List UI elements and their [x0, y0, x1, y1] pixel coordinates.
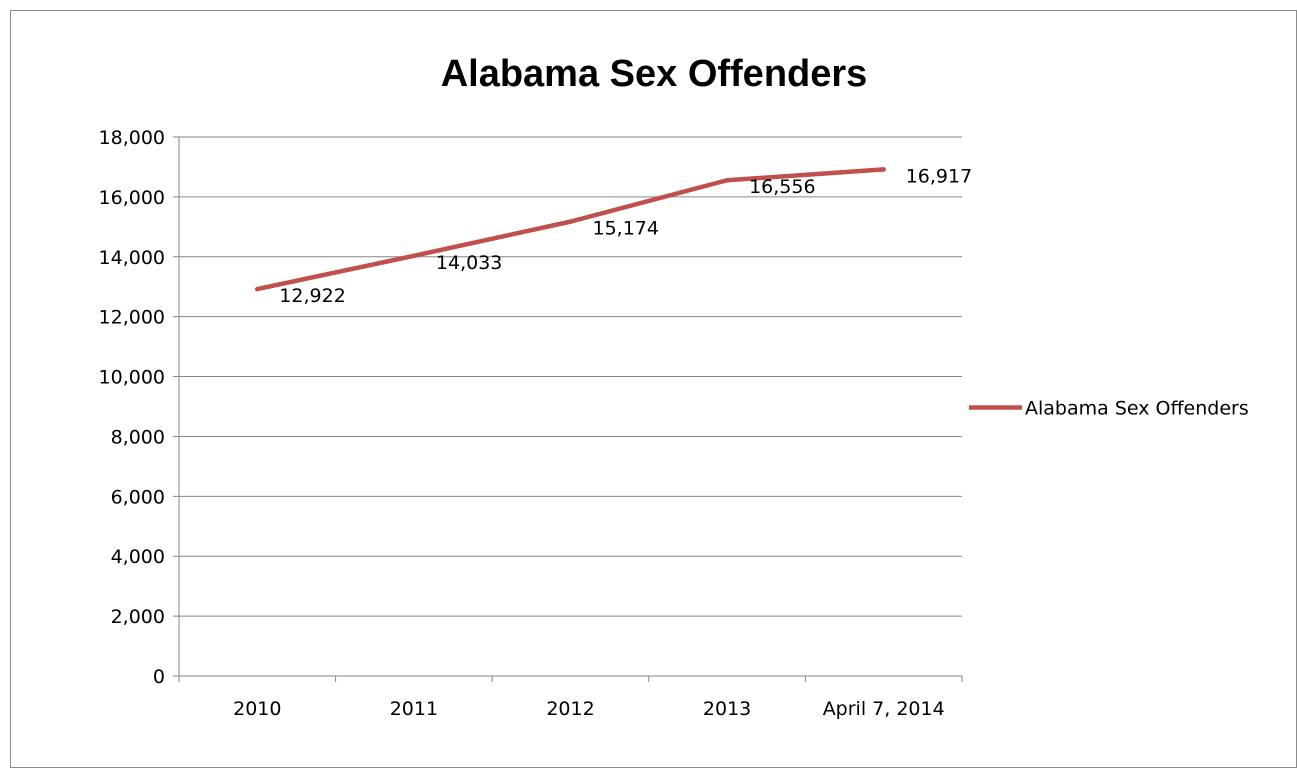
data-label: 16,917 [906, 165, 972, 187]
y-tick-label: 10,000 [99, 367, 165, 389]
y-tick-label: 4,000 [111, 546, 165, 568]
chart-frame: Alabama Sex Offenders 0 2,000 4,000 6,000 8,… [10, 10, 1297, 768]
x-axis-tick-labels: 2010 2011 2012 2013 April 7, 2014 [233, 698, 945, 720]
legend-label: Alabama Sex Offenders [1025, 398, 1249, 420]
chart-title: Alabama Sex Offenders [441, 53, 868, 95]
y-axis-tick-labels: 0 2,000 4,000 6,000 8,000 10,000 12,000 14,000 1… [99, 127, 165, 688]
data-point [255, 286, 260, 292]
data-label: 15,174 [593, 218, 659, 240]
data-label: 14,033 [436, 252, 502, 274]
y-tick-label: 6,000 [111, 486, 165, 508]
axes [173, 136, 963, 682]
x-tick-label: April 7, 2014 [823, 698, 945, 720]
series-layer [255, 167, 886, 292]
x-tick-label: 2010 [233, 698, 281, 720]
y-tick-label: 2,000 [111, 606, 165, 628]
y-tick-label: 0 [153, 666, 165, 688]
y-tick-label: 8,000 [111, 426, 165, 448]
data-labels: 12,922 14,033 15,174 16,556 16,917 [279, 165, 972, 307]
data-point [568, 219, 573, 224]
y-tick-label: 14,000 [99, 247, 165, 269]
data-point [881, 167, 886, 172]
line-chart: Alabama Sex Offenders 0 2,000 4,000 6,000 8,… [99, 53, 1249, 720]
y-tick-label: 12,000 [99, 307, 165, 329]
data-label: 12,922 [279, 285, 345, 307]
y-tick-label: 18,000 [99, 127, 165, 149]
legend: Alabama Sex Offenders [969, 398, 1249, 420]
data-point [411, 253, 417, 258]
data-point [724, 178, 730, 183]
gridlines [179, 136, 962, 617]
data-label: 16,556 [749, 176, 815, 198]
x-tick-label: 2012 [546, 698, 594, 720]
y-tick-label: 16,000 [99, 187, 165, 209]
x-tick-label: 2013 [703, 698, 751, 720]
x-tick-label: 2011 [390, 698, 438, 720]
